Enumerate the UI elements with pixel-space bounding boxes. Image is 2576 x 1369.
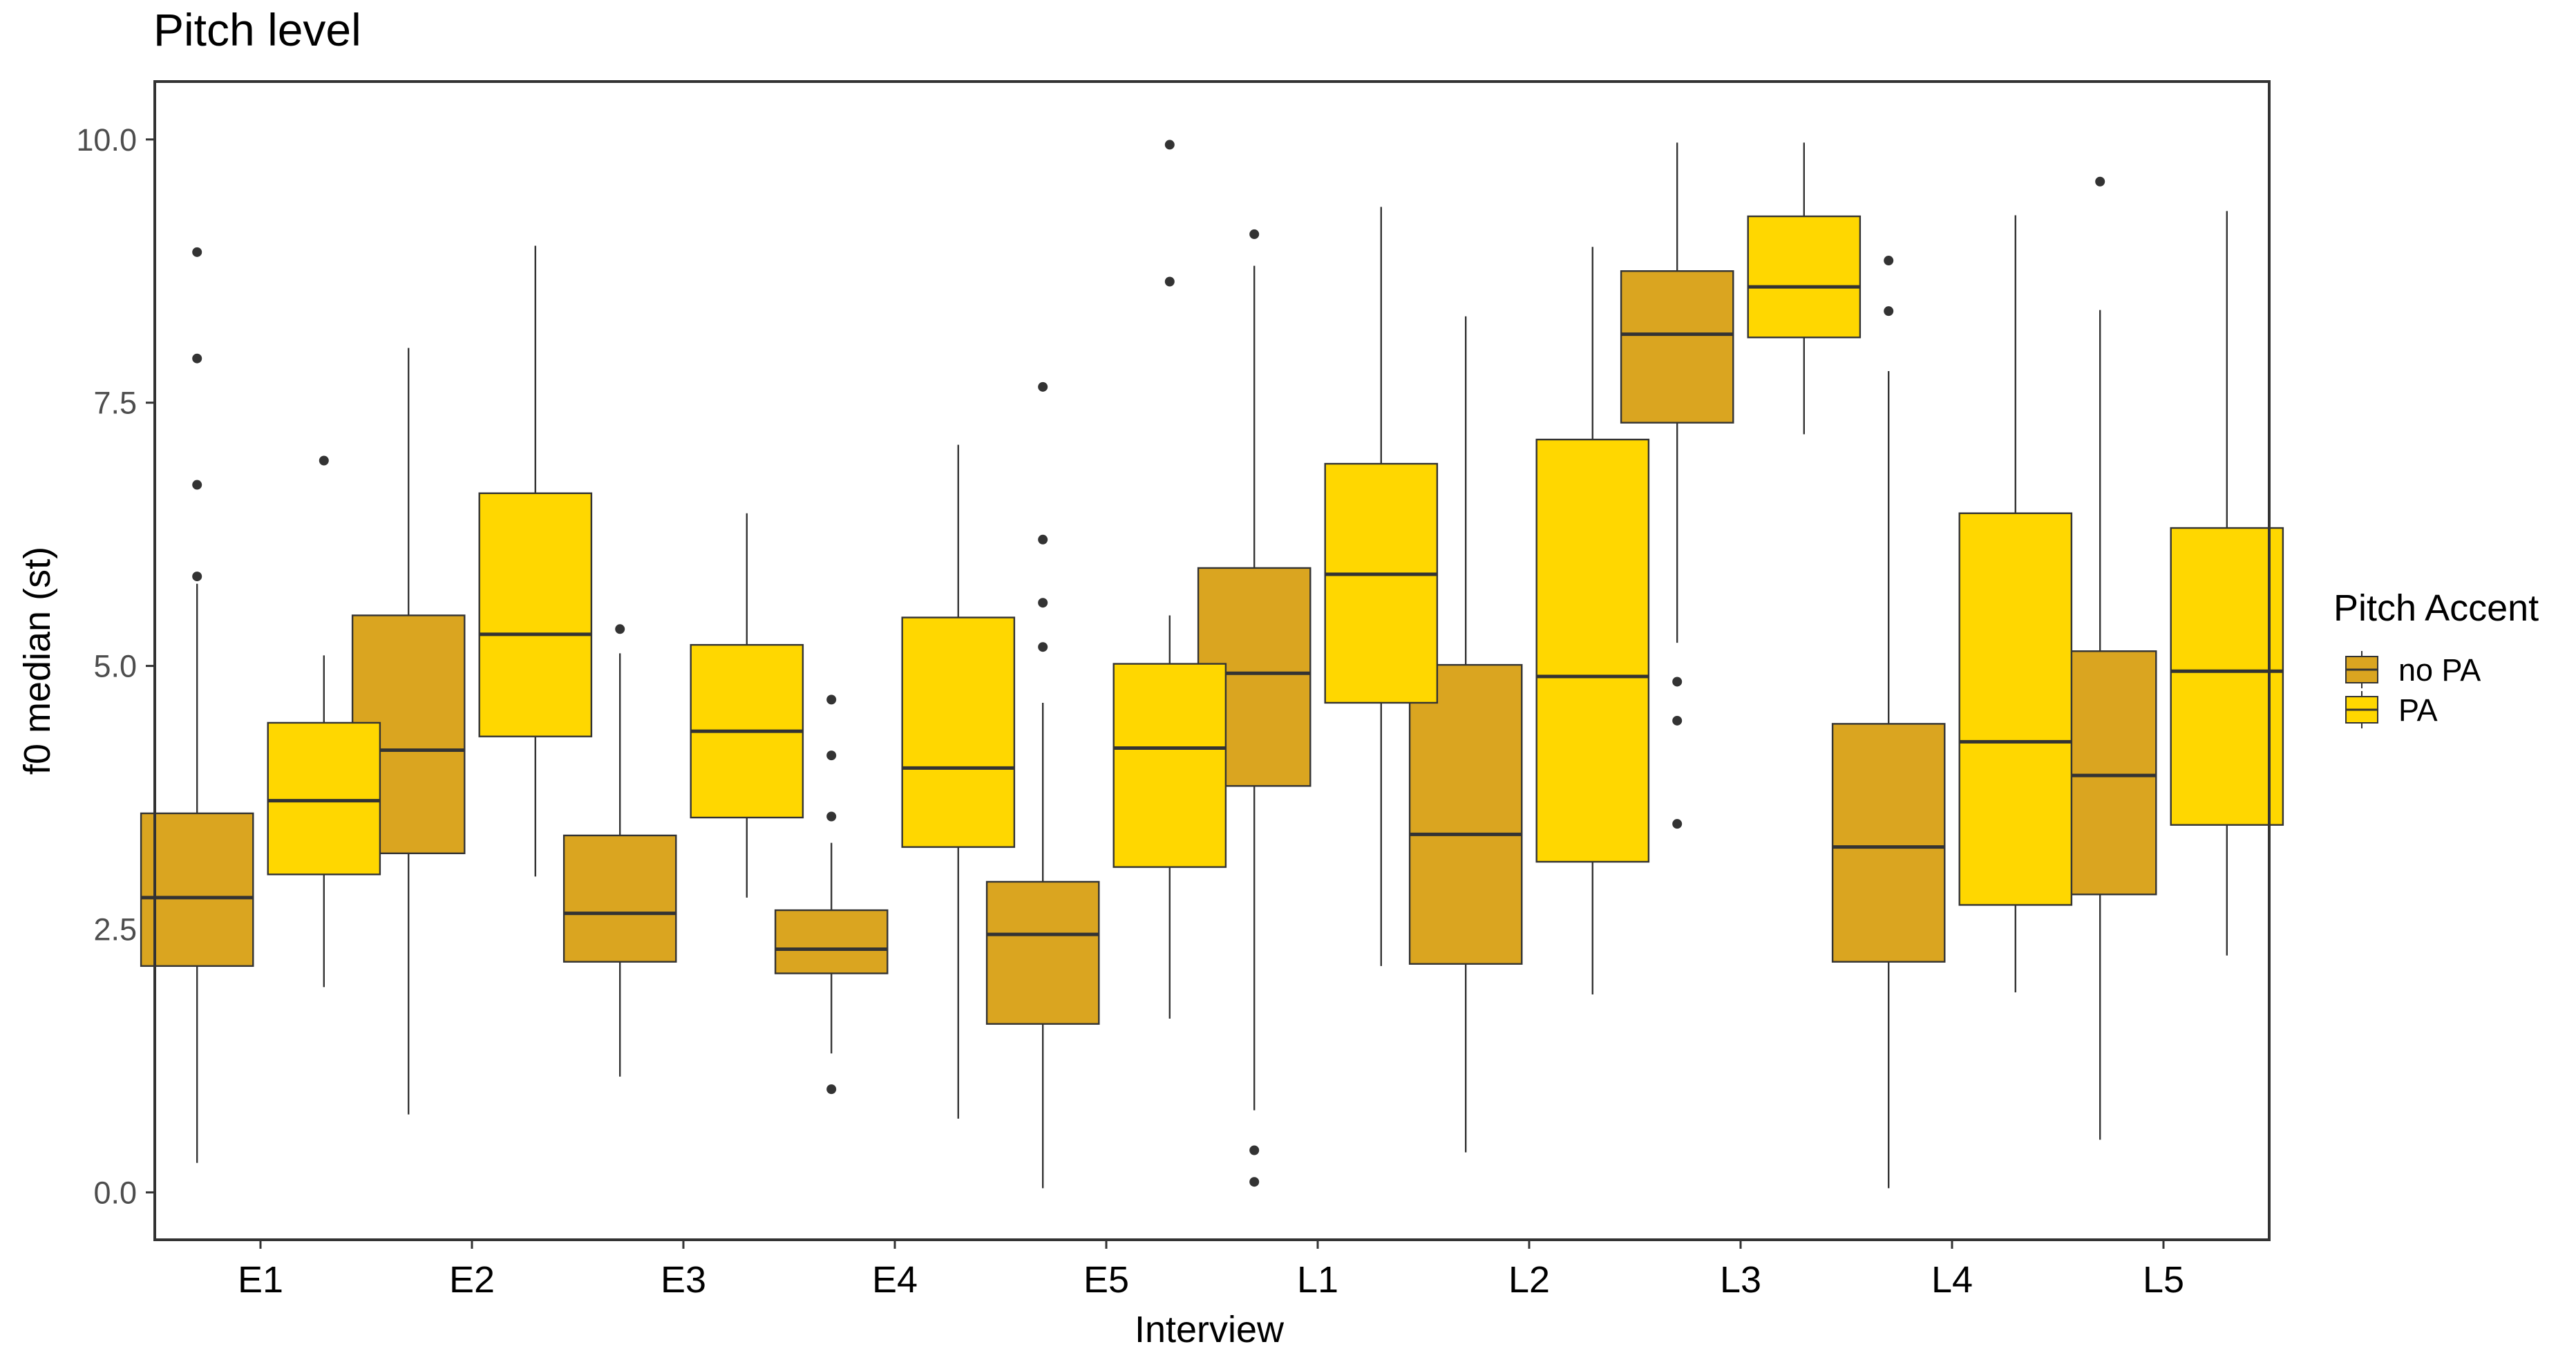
y-tick-label: 10.0 [76,122,137,158]
legend-title: Pitch Accent [2333,587,2539,629]
outlier-point [1164,276,1175,287]
outlier-point [319,455,329,466]
outlier-point [1672,819,1683,829]
box-body [562,834,677,963]
box-body [2170,527,2284,826]
box-E3-no-pa [562,624,677,1077]
box-E2-pa [478,245,593,877]
outlier-point [2095,176,2105,187]
outlier-point [1038,642,1048,652]
box-body [1324,462,1439,704]
box-L2-no-pa [1408,316,1523,1153]
box-body [1958,512,2073,906]
box-E4-no-pa [774,695,889,1095]
x-axis-title: Interview [1135,1309,1285,1350]
outlier-point [192,247,202,257]
x-axis: E1 E2 E3 E4 E5 L1 L2 L3 L4 L5 [238,1240,2184,1301]
outlier-point [1249,1145,1260,1155]
outlier-point [1038,534,1048,545]
y-axis-title: f0 median (st) [17,547,58,775]
outlier-point [826,1084,837,1095]
x-tick-label: L2 [1508,1259,1550,1301]
box-L3-pa [1747,142,1862,435]
legend: Pitch Accent no PA PA [2333,587,2539,728]
box-body [1408,663,1523,965]
box-body [140,812,254,967]
legend-item-pa: PA [2345,691,2438,728]
legend-label: PA [2398,692,2438,728]
box-body [1747,215,1862,339]
x-tick-label: E1 [238,1259,283,1301]
outlier-point [1249,229,1260,239]
outlier-point [1884,256,1894,266]
box-body [901,616,1016,848]
box-body [267,721,381,876]
box-body [774,909,889,974]
box-E5-pa [1112,140,1227,1019]
box-L4-no-pa [1831,256,1946,1189]
outlier-point [826,811,837,822]
outlier-point [1249,1177,1260,1187]
outlier-point [1038,381,1048,392]
y-tick-label: 2.5 [93,912,137,947]
box-body [1620,270,1734,424]
box-E4-pa [901,444,1016,1119]
box-body [985,880,1100,1025]
outlier-point [826,750,837,761]
box-body [1535,438,1650,863]
x-tick-label: E5 [1083,1259,1129,1301]
box-E1-pa [267,455,381,988]
box-body [478,492,593,737]
legend-label: no PA [2398,652,2481,688]
x-tick-label: L4 [1931,1259,1973,1301]
box-L4-pa [1958,215,2073,992]
outlier-point [615,624,625,634]
x-tick-label: E2 [449,1259,495,1301]
outlier-point [192,480,202,490]
x-tick-label: E3 [661,1259,706,1301]
boxplot-series [140,140,2284,1189]
box-E5-no-pa [985,381,1100,1189]
y-tick-label: 0.0 [93,1175,137,1210]
plot-border [153,80,2271,1241]
box-L3-no-pa [1620,142,1734,829]
outlier-point [826,695,837,705]
box-body [1831,723,1946,963]
legend-item-no-pa: no PA [2345,651,2481,688]
x-tick-label: L3 [1720,1259,1761,1301]
outlier-point [1164,140,1175,150]
box-L5-pa [2170,211,2284,956]
y-tick-label: 5.0 [93,649,137,684]
outlier-point [1672,677,1683,687]
box-E1-no-pa [140,247,254,1163]
outlier-point [192,572,202,582]
y-tick-label: 7.5 [93,386,137,421]
box-L1-pa [1324,207,1439,966]
x-tick-label: E4 [872,1259,918,1301]
y-axis: 0.0 2.5 5.0 7.5 10.0 [76,122,155,1210]
box-L2-pa [1535,247,1650,994]
box-E3-pa [690,513,804,898]
outlier-point [1038,598,1048,608]
box-body [1112,663,1227,868]
outlier-point [192,353,202,364]
outlier-point [1884,306,1894,317]
outlier-point [1672,715,1683,726]
x-tick-label: L1 [1297,1259,1338,1301]
x-tick-label: L5 [2143,1259,2184,1301]
chart-title: Pitch level [153,4,361,55]
